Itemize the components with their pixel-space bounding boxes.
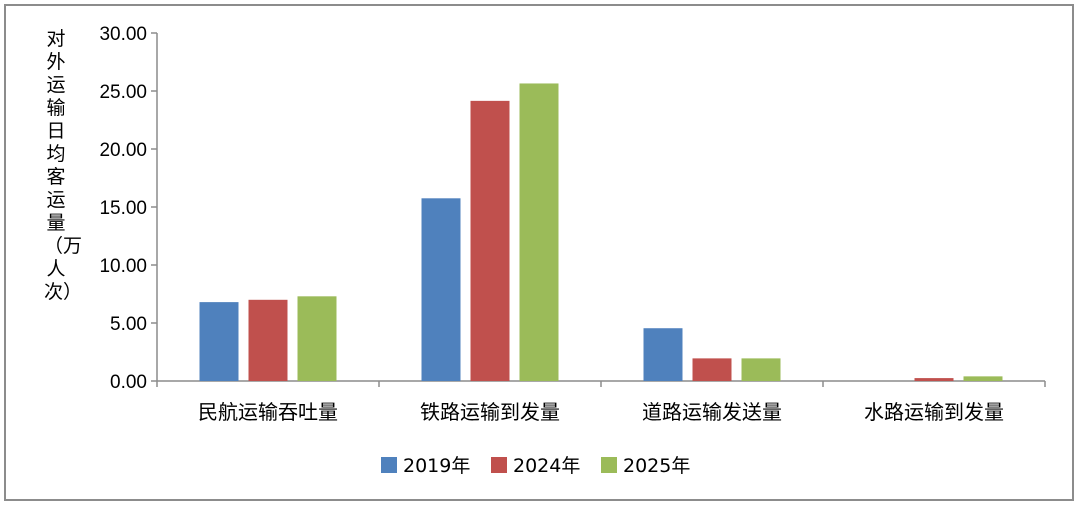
axes: 0.00 5.00 10.00 15.00 20.00 25.00 30.00 民航运输吞吐量… xyxy=(99,24,1046,424)
x-category-label: 民航运输吞吐量 xyxy=(198,400,338,424)
x-category-label: 铁路运输到发量 xyxy=(420,400,560,424)
bar xyxy=(470,100,510,382)
y-tick-label: 5.00 xyxy=(110,314,147,335)
legend-swatch xyxy=(491,457,507,473)
y-tick-label: 0.00 xyxy=(110,372,147,393)
bar xyxy=(421,198,461,381)
bar xyxy=(248,299,288,381)
y-tick-label: 10.00 xyxy=(99,256,147,277)
y-tick-label: 20.00 xyxy=(99,140,147,161)
y-axis-label: 对外运输日均客运量（万人次） xyxy=(44,28,83,303)
y-tick-label: 25.00 xyxy=(99,82,147,103)
legend: 2019年 2024年 2025年 xyxy=(381,455,690,477)
legend-label: 2025年 xyxy=(623,455,690,477)
bars xyxy=(199,83,1003,382)
bar xyxy=(297,296,337,381)
bar xyxy=(199,302,239,381)
bar xyxy=(914,378,954,381)
legend-label: 2019年 xyxy=(403,455,470,477)
legend-swatch xyxy=(381,457,397,473)
x-category-label: 道路运输发送量 xyxy=(642,400,782,424)
x-category-label: 水路运输到发量 xyxy=(864,400,1004,424)
bar xyxy=(963,376,1003,381)
y-tick-label: 30.00 xyxy=(99,24,147,45)
legend-swatch xyxy=(601,457,617,473)
bar xyxy=(643,328,683,381)
bar xyxy=(519,83,559,382)
bar xyxy=(692,358,732,381)
legend-label: 2024年 xyxy=(513,455,580,477)
y-tick-label: 15.00 xyxy=(99,198,147,219)
bar xyxy=(741,358,781,381)
